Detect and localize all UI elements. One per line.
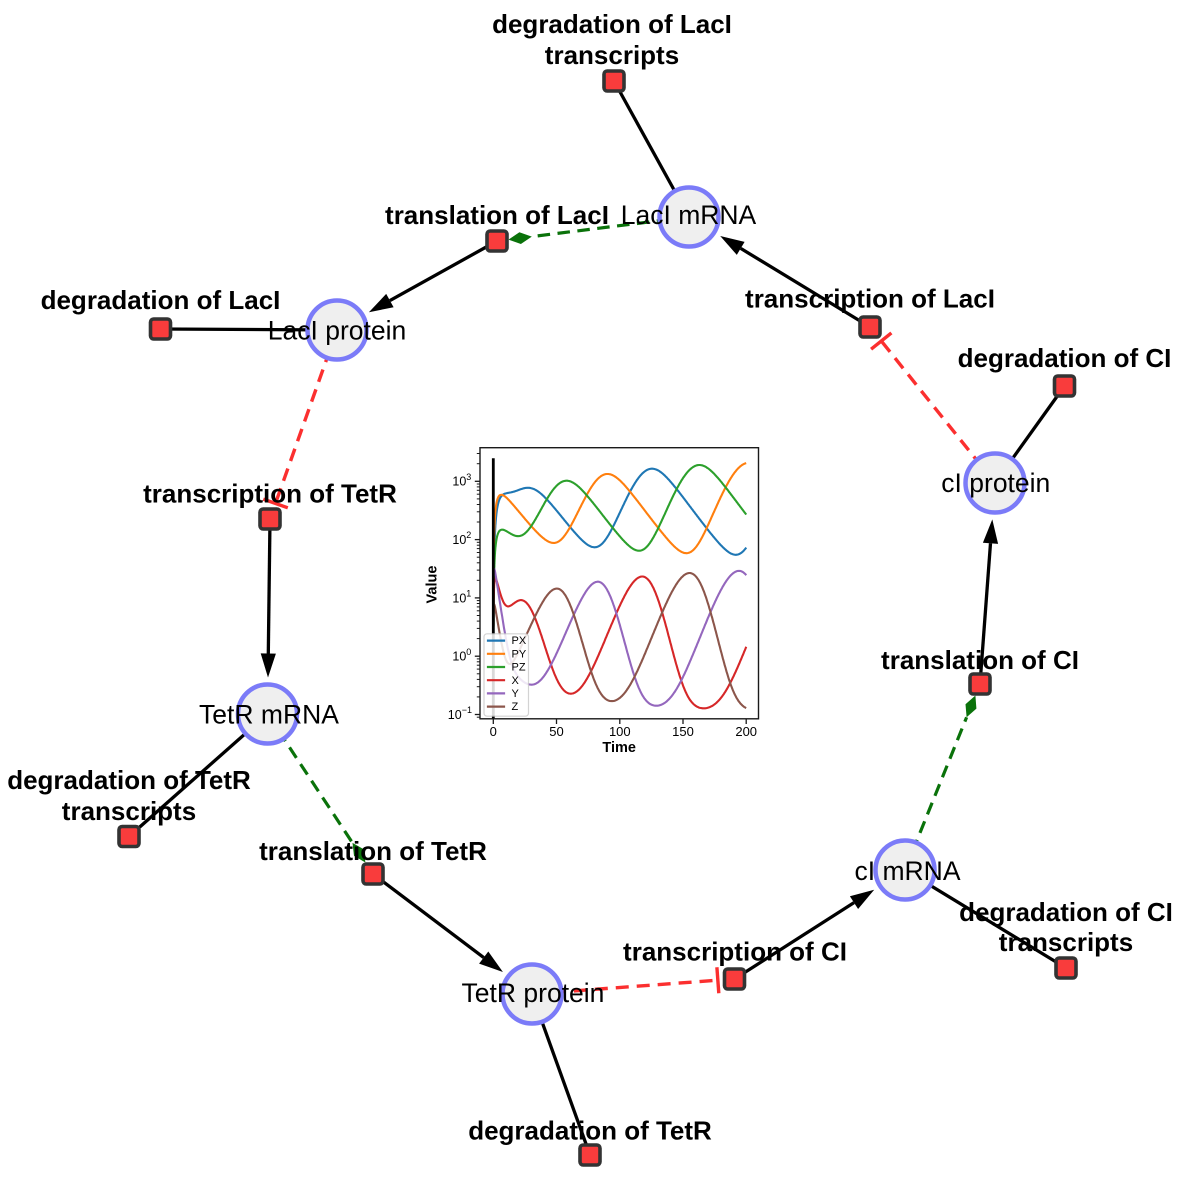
svg-text:3: 3 bbox=[466, 472, 471, 482]
svg-text:translation of LacI: translation of LacI bbox=[385, 200, 609, 230]
svg-text:cI mRNA: cI mRNA bbox=[855, 856, 961, 886]
svg-text:10: 10 bbox=[452, 591, 466, 605]
svg-text:PX: PX bbox=[512, 635, 527, 647]
svg-text:PZ: PZ bbox=[512, 662, 526, 674]
svg-text:TetR mRNA: TetR mRNA bbox=[199, 699, 339, 729]
svg-text:translation of CI: translation of CI bbox=[881, 645, 1079, 675]
svg-text:degradation of TetR: degradation of TetR bbox=[7, 765, 251, 795]
svg-text:transcripts: transcripts bbox=[62, 796, 196, 826]
svg-text:degradation of CI: degradation of CI bbox=[959, 897, 1173, 927]
svg-text:10: 10 bbox=[452, 533, 466, 547]
svg-text:0: 0 bbox=[466, 647, 471, 657]
svg-text:cI protein: cI protein bbox=[941, 468, 1050, 498]
svg-text:Z: Z bbox=[512, 701, 519, 713]
svg-text:translation of TetR: translation of TetR bbox=[259, 836, 487, 866]
svg-text:Value: Value bbox=[425, 566, 441, 604]
svg-text:PY: PY bbox=[512, 648, 527, 660]
svg-text:degradation of CI: degradation of CI bbox=[958, 343, 1172, 373]
svg-text:LacI protein: LacI protein bbox=[268, 316, 406, 346]
svg-text:X: X bbox=[512, 675, 520, 687]
svg-text:degradation of TetR: degradation of TetR bbox=[468, 1116, 712, 1146]
svg-text:10: 10 bbox=[452, 650, 466, 664]
svg-text:1: 1 bbox=[466, 589, 471, 599]
svg-text:transcription of LacI: transcription of LacI bbox=[745, 284, 995, 314]
svg-text:degradation of LacI: degradation of LacI bbox=[492, 9, 732, 39]
svg-text:transcription of CI: transcription of CI bbox=[623, 936, 847, 966]
svg-text:−1: −1 bbox=[462, 705, 472, 715]
svg-text:transcripts: transcripts bbox=[545, 40, 679, 70]
svg-text:LacI mRNA: LacI mRNA bbox=[621, 200, 757, 230]
svg-text:150: 150 bbox=[672, 724, 694, 739]
svg-text:Y: Y bbox=[512, 688, 520, 700]
svg-text:degradation of LacI: degradation of LacI bbox=[41, 285, 281, 315]
svg-text:200: 200 bbox=[735, 724, 757, 739]
svg-text:0: 0 bbox=[490, 724, 497, 739]
svg-text:transcription of TetR: transcription of TetR bbox=[143, 478, 397, 508]
svg-text:100: 100 bbox=[609, 724, 631, 739]
svg-text:TetR protein: TetR protein bbox=[462, 978, 605, 1008]
svg-text:50: 50 bbox=[549, 724, 563, 739]
svg-text:10: 10 bbox=[448, 708, 462, 722]
svg-text:10: 10 bbox=[452, 475, 466, 489]
svg-text:2: 2 bbox=[466, 530, 471, 540]
svg-text:transcripts: transcripts bbox=[999, 927, 1133, 957]
svg-text:Time: Time bbox=[602, 740, 636, 756]
